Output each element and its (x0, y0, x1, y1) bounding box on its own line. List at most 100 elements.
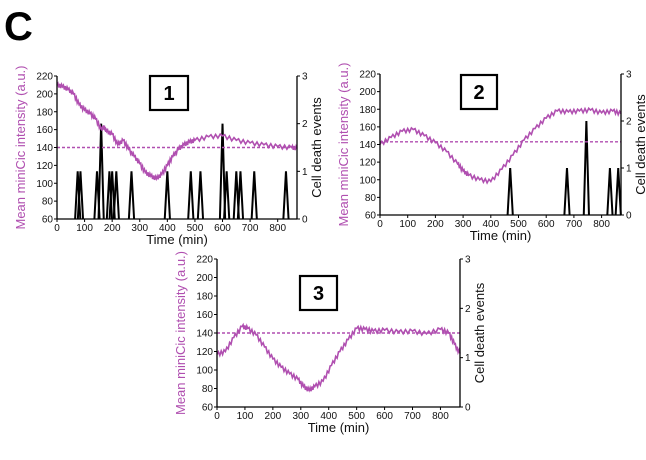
death-event-spike (196, 171, 205, 220)
y-tick-label-left: 100 (36, 179, 53, 190)
y-tick-label-right: 2 (626, 117, 632, 128)
y-tick-label-left: 120 (359, 158, 376, 169)
y-tick-label-left: 160 (359, 122, 376, 133)
intensity-line (216, 322, 461, 393)
death-event-spike (127, 171, 136, 220)
y-tick-label-right: 1 (465, 353, 471, 364)
y-tick-label-left: 80 (42, 197, 54, 208)
y-axis-title-left: Mean miniCic intensity (a.u.) (173, 251, 188, 415)
x-tick-label: 300 (131, 223, 148, 234)
y-tick-label-left: 160 (196, 310, 213, 321)
chart-panel-3: 60 80 100 120 140 160 180 200 220 0 1 2 3 0 100 200 300 4… (173, 251, 487, 435)
death-event-spike (582, 120, 590, 216)
y-tick-label-right: 3 (465, 255, 471, 266)
y-tick-label-left: 220 (196, 255, 213, 266)
death-event-spike (187, 171, 195, 220)
y-tick-label-left: 60 (365, 211, 377, 222)
y-axis-title-right: Cell death events (309, 97, 324, 198)
panel-badge (459, 73, 499, 111)
y-tick-label-left: 100 (359, 175, 376, 186)
x-tick-label: 600 (214, 223, 231, 234)
death-event-spike (97, 123, 105, 220)
death-event-spike (236, 171, 245, 220)
y-tick-label-left: 220 (359, 70, 376, 81)
y-axis-title-left: Mean miniCic intensity (a.u.) (336, 63, 351, 227)
x-tick-label: 600 (376, 411, 393, 422)
y-axis-title-left: Mean miniCic intensity (a.u.) (13, 66, 28, 230)
y-tick-label-right: 2 (465, 304, 471, 315)
intensity-line (379, 106, 622, 185)
x-tick-label: 200 (265, 411, 282, 422)
x-tick-label: 300 (455, 219, 472, 230)
x-tick-label: 400 (159, 223, 176, 234)
panel-badge (298, 274, 339, 312)
x-tick-label: 400 (482, 219, 499, 230)
x-tick-label: 500 (510, 219, 527, 230)
y-axis-title-right: Cell death events (472, 282, 487, 383)
panel-badge-label: 2 (473, 82, 484, 104)
x-tick-label: 600 (538, 219, 555, 230)
y-tick-label-right: 1 (302, 167, 308, 178)
x-tick-label: 200 (104, 223, 121, 234)
panel-badge (148, 74, 190, 112)
panel-badge-label: 3 (313, 283, 324, 305)
y-tick-label-left: 120 (36, 161, 53, 172)
y-axis-title-right: Cell death events (633, 94, 646, 195)
x-tick-label: 300 (292, 411, 309, 422)
x-tick-label: 500 (348, 411, 365, 422)
y-tick-label-left: 200 (196, 273, 213, 284)
y-tick-label-right: 3 (302, 72, 308, 83)
y-tick-label-right: 0 (626, 211, 632, 222)
y-tick-label-left: 100 (196, 366, 213, 377)
death-event-spike (282, 171, 290, 220)
x-tick-label: 0 (214, 411, 220, 422)
x-tick-label: 800 (593, 219, 610, 230)
x-axis-title: Time (min) (146, 232, 208, 247)
death-event-spike (250, 171, 258, 220)
y-tick-label-right: 1 (626, 164, 632, 175)
y-tick-label-left: 120 (196, 347, 213, 358)
y-tick-label-left: 160 (36, 125, 53, 136)
y-tick-label-left: 80 (202, 384, 214, 395)
death-event-spike (76, 171, 85, 220)
x-tick-label: 100 (399, 219, 416, 230)
death-event-spike (218, 123, 227, 220)
y-tick-label-left: 60 (42, 215, 54, 226)
y-tick-label-left: 200 (359, 87, 376, 98)
death-event-spike (606, 167, 614, 216)
y-tick-label-left: 140 (196, 329, 213, 340)
y-tick-label-right: 0 (465, 403, 471, 414)
panel-letter: C (4, 5, 33, 49)
x-tick-label: 800 (269, 223, 286, 234)
death-event-spike (163, 171, 171, 220)
y-tick-label-left: 60 (202, 403, 214, 414)
panel-badge-label: 1 (163, 83, 174, 105)
death-event-spike (563, 167, 571, 216)
y-tick-label-left: 180 (36, 107, 53, 118)
y-tick-label-left: 200 (36, 89, 53, 100)
death-event-spike (506, 167, 514, 216)
x-tick-label: 800 (432, 411, 449, 422)
y-tick-label-left: 80 (365, 193, 377, 204)
y-tick-label-right: 2 (302, 119, 308, 130)
x-tick-label: 100 (76, 223, 93, 234)
x-tick-label: 0 (54, 223, 60, 234)
x-tick-label: 100 (237, 411, 254, 422)
chart-panel-1: 60 80 100 120 140 160 180 200 220 0 1 2 3 0 100 200 300 4… (13, 66, 324, 248)
y-tick-label-right: 0 (302, 215, 308, 226)
x-tick-label: 700 (242, 223, 259, 234)
x-tick-label: 0 (377, 219, 383, 230)
x-tick-label: 500 (187, 223, 204, 234)
x-tick-label: 200 (427, 219, 444, 230)
chart-panel-2: 60 80 100 120 140 160 180 200 220 0 1 2 3 0 100 200 300 4… (336, 63, 646, 244)
y-tick-label-left: 180 (359, 105, 376, 116)
x-axis-title: Time (min) (308, 420, 370, 435)
x-axis-title: Time (min) (470, 228, 532, 243)
death-event-spike (223, 171, 231, 220)
intensity-line (56, 81, 298, 182)
death-event-spike (614, 167, 622, 216)
y-tick-label-right: 3 (626, 70, 632, 81)
y-tick-label-left: 220 (36, 72, 53, 83)
x-tick-label: 700 (404, 411, 421, 422)
